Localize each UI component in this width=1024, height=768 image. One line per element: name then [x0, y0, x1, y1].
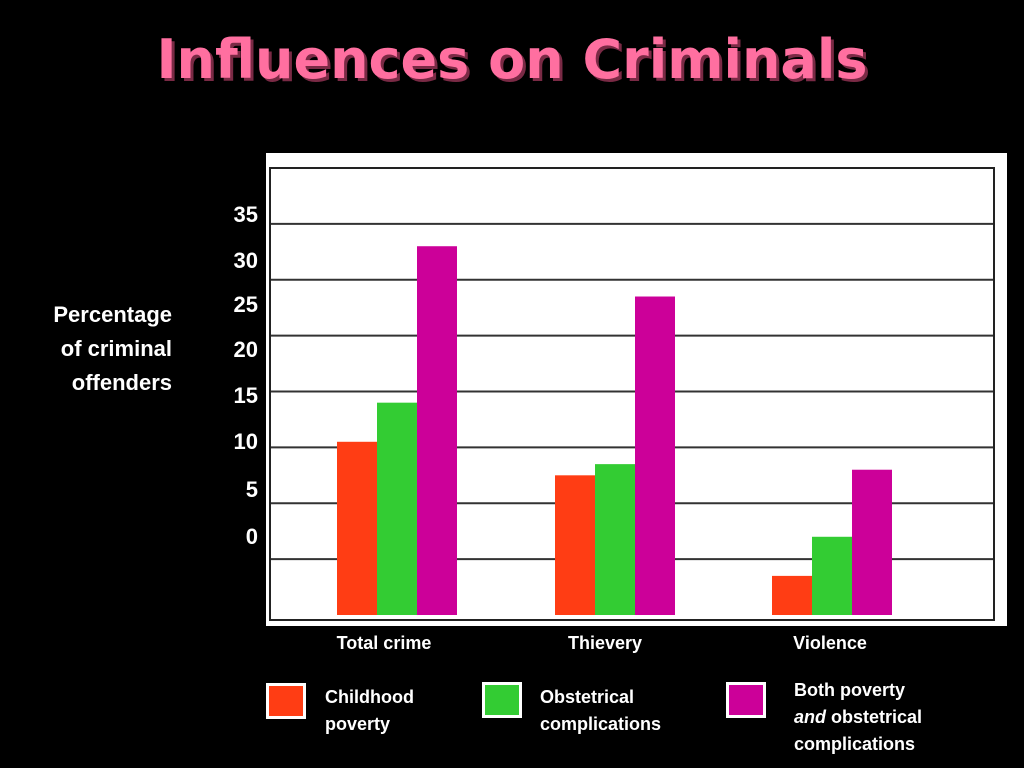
legend-swatch-obstetrical-complications [482, 682, 522, 718]
legend-label-line: Childhood [325, 687, 414, 707]
legend-label-line: and obstetrical [794, 704, 922, 731]
y-tick-label: 25 [233, 292, 258, 317]
bar-thievery-series-1 [555, 475, 595, 615]
legend-swatch-both [726, 682, 766, 718]
y-tick-label: 30 [233, 248, 258, 273]
bar-total-crime-series-2 [377, 402, 417, 615]
legend-label-obstetrical-complications: Obstetrical complications [540, 684, 661, 738]
legend-label-rest: obstetrical [826, 707, 923, 727]
page-title: Influences on Criminals [156, 28, 868, 91]
legend-label-childhood-poverty: Childhood poverty [325, 684, 414, 738]
x-category-label: Total crime [336, 633, 432, 653]
y-axis-label-line: of criminal [60, 336, 172, 361]
plot-frame [269, 167, 995, 621]
bar-thievery-series-3 [635, 296, 675, 615]
y-axis-label: Percentage of criminal offenders [53, 298, 172, 400]
y-tick-label: 0 [245, 524, 258, 549]
y-axis-label-line: Percentage [53, 302, 172, 327]
legend-label-line: Both poverty [794, 680, 906, 700]
y-tick-label: 20 [233, 337, 258, 362]
bar-thievery-series-2 [595, 464, 635, 615]
legend-label-both: Both poverty and obstetrical complicatio… [794, 677, 922, 758]
y-tick-label: 5 [245, 477, 258, 502]
legend-label-emphasis: and [794, 707, 827, 727]
y-tick-label: 15 [233, 383, 258, 408]
y-tick-label: 10 [233, 429, 258, 454]
bar-violence-series-2 [812, 536, 852, 615]
legend-label-line: Obstetrical [540, 687, 635, 707]
bar-total-crime-series-1 [337, 441, 377, 615]
y-axis-label-line: offenders [71, 370, 172, 395]
bar-violence-series-1 [772, 575, 812, 615]
y-tick-label: 35 [233, 202, 258, 227]
bar-violence-series-3 [852, 469, 892, 615]
legend-label-line: complications [794, 734, 916, 754]
legend-label-line: complications [540, 714, 662, 734]
legend-label-line: poverty [325, 714, 391, 734]
bar-total-crime-series-3 [417, 246, 457, 615]
x-category-label: Thievery [567, 633, 643, 653]
x-category-label: Violence [793, 633, 867, 653]
legend-swatch-childhood-poverty [266, 683, 306, 719]
